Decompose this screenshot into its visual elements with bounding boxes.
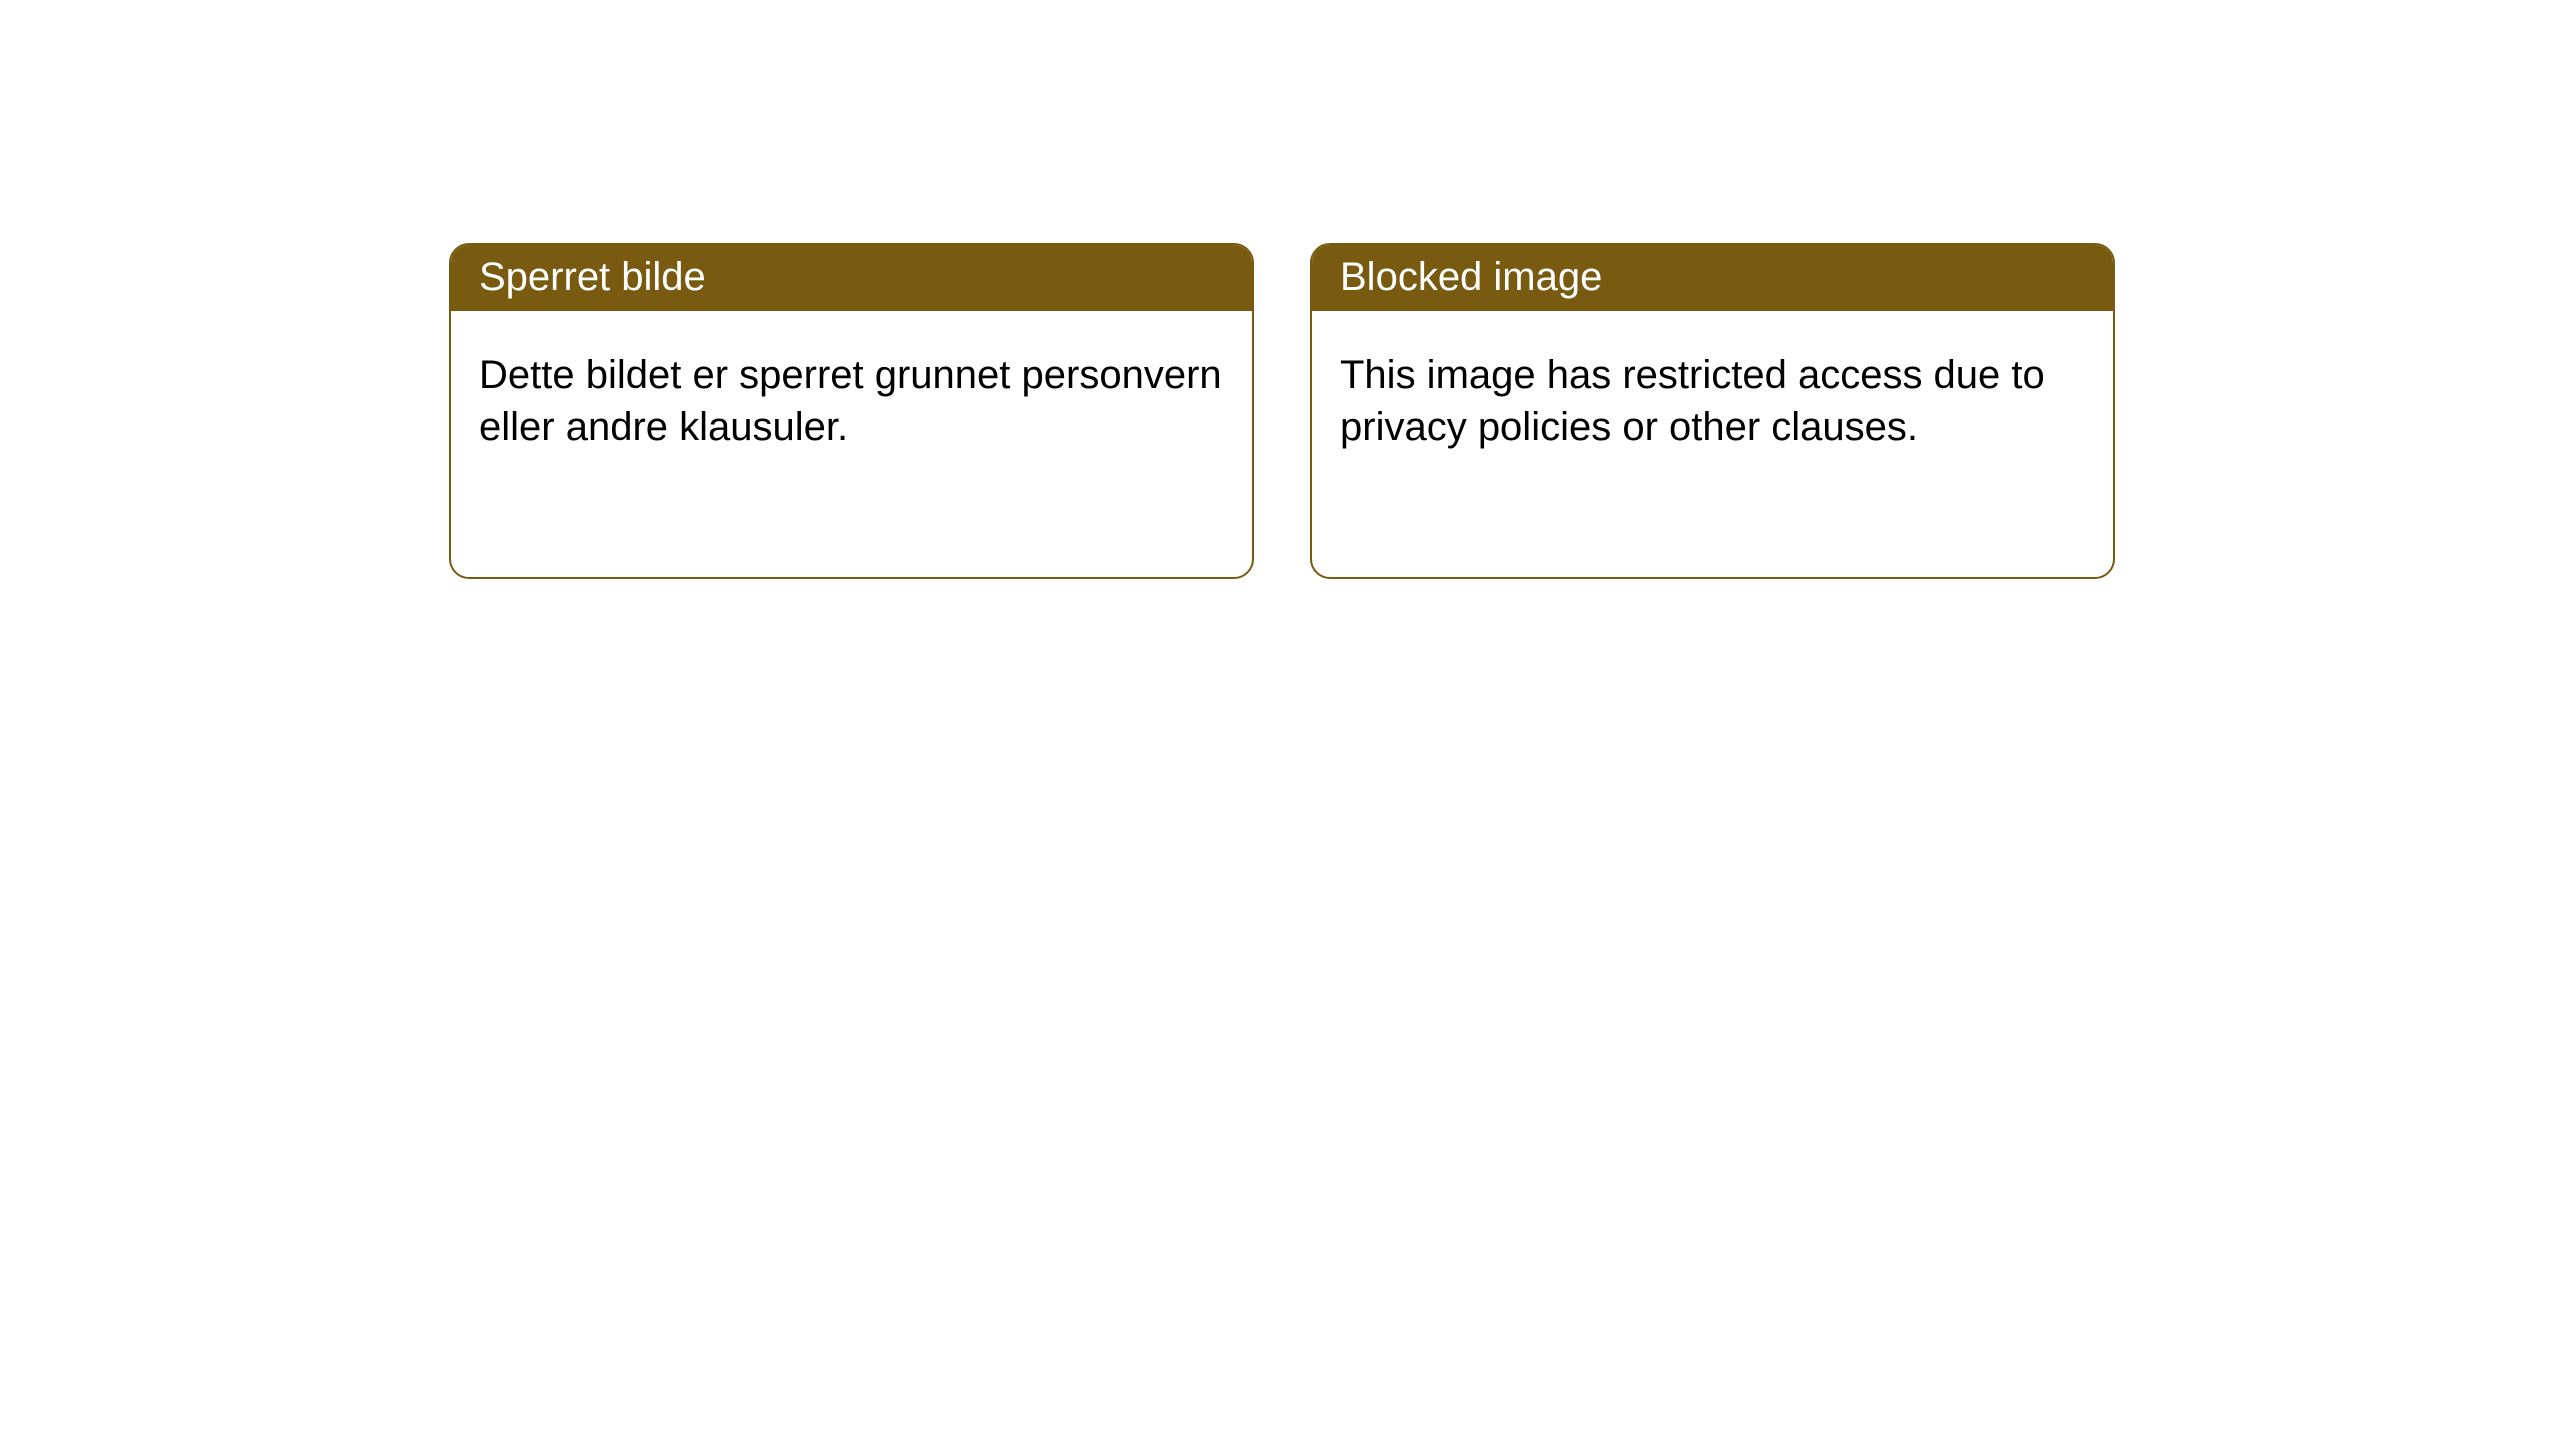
card-body-text-no: Dette bildet er sperret grunnet personve… — [479, 353, 1222, 449]
card-body-en: This image has restricted access due to … — [1312, 311, 2113, 481]
card-title-no: Sperret bilde — [479, 255, 706, 299]
card-header-en: Blocked image — [1312, 245, 2113, 311]
blocked-image-card-en: Blocked image This image has restricted … — [1310, 243, 2115, 579]
card-title-en: Blocked image — [1340, 255, 1602, 299]
blocked-image-card-no: Sperret bilde Dette bildet er sperret gr… — [449, 243, 1254, 579]
card-header-no: Sperret bilde — [451, 245, 1252, 311]
card-body-no: Dette bildet er sperret grunnet personve… — [451, 311, 1252, 481]
cards-container: Sperret bilde Dette bildet er sperret gr… — [0, 0, 2560, 579]
card-body-text-en: This image has restricted access due to … — [1340, 353, 2045, 449]
